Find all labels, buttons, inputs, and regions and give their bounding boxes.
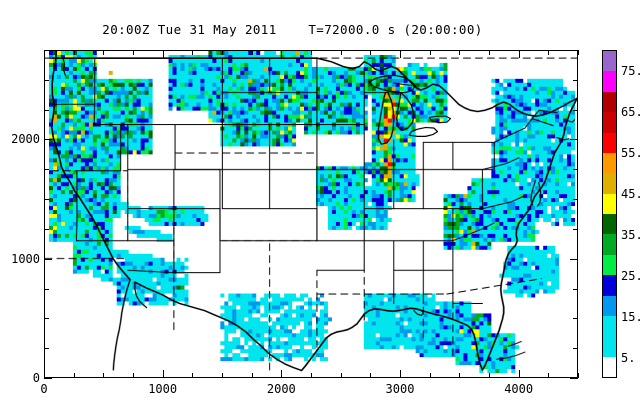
y-tick [44, 139, 52, 140]
colorbar-tick-label: 45. [621, 186, 640, 201]
x-tick-top [74, 50, 75, 55]
x-tick [430, 373, 431, 378]
x-tick [133, 373, 134, 378]
x-tick-top [400, 50, 401, 58]
x-tick [192, 373, 193, 378]
x-tick-top [311, 50, 312, 55]
colorbar-band [603, 214, 616, 235]
colorbar-band [603, 315, 616, 357]
x-tick [44, 370, 45, 378]
y-tick-right [573, 229, 578, 230]
colorbar-band [603, 51, 616, 72]
colorbar-tick-label: 25. [621, 268, 640, 283]
x-axis-tick-label: 2000 [266, 382, 296, 396]
x-tick [489, 373, 490, 378]
colorbar-tick-label: 55. [621, 145, 640, 160]
y-tick [44, 289, 49, 290]
x-tick [163, 370, 164, 378]
colorbar-band [603, 193, 616, 214]
colorbar-band [603, 275, 616, 296]
x-tick-top [133, 50, 134, 55]
colorbar-band [603, 254, 616, 276]
x-axis-tick-label: 0 [40, 382, 48, 396]
y-tick [44, 348, 49, 349]
y-tick [44, 50, 49, 51]
x-tick [578, 373, 579, 378]
x-tick [341, 373, 342, 378]
y-tick-right [573, 348, 578, 349]
y-tick [44, 229, 49, 230]
x-tick-top [578, 50, 579, 55]
y-tick [44, 378, 52, 379]
page-title: 20:00Z Tue 31 May 2011 T=72000.0 s (20:0… [102, 22, 483, 37]
x-axis-tick-label: 4000 [504, 382, 534, 396]
x-tick [400, 370, 401, 378]
y-tick [44, 169, 49, 170]
radar-reflectivity-canvas [45, 51, 577, 377]
colorbar [602, 50, 617, 378]
y-tick [44, 110, 49, 111]
x-tick-top [103, 50, 104, 55]
colorbar-tick-label: 15. [621, 309, 640, 324]
x-tick-top [430, 50, 431, 55]
y-tick-right [573, 318, 578, 319]
x-tick [459, 373, 460, 378]
y-tick-right [573, 169, 578, 170]
y-tick-right [573, 289, 578, 290]
y-tick-right [570, 378, 578, 379]
x-tick-top [163, 50, 164, 58]
colorbar-tick-label: 35. [621, 227, 640, 242]
x-tick [74, 373, 75, 378]
x-tick [548, 373, 549, 378]
x-axis-tick-label: 3000 [385, 382, 415, 396]
y-axis-tick-label: 0 [32, 371, 40, 385]
colorbar-band [603, 234, 616, 255]
x-tick [222, 373, 223, 378]
y-tick-right [573, 80, 578, 81]
x-tick-top [281, 50, 282, 58]
x-tick-top [459, 50, 460, 55]
x-tick [370, 373, 371, 378]
y-tick-right [573, 50, 578, 51]
x-tick-top [519, 50, 520, 58]
colorbar-band [603, 132, 616, 153]
y-axis-tick-label: 1000 [11, 251, 40, 266]
x-tick-top [548, 50, 549, 55]
y-tick [44, 318, 49, 319]
x-tick-top [252, 50, 253, 55]
y-tick [44, 80, 49, 81]
x-axis-tick-label: 1000 [148, 382, 178, 396]
x-tick-top [222, 50, 223, 55]
x-tick-top [192, 50, 193, 55]
y-tick-right [573, 199, 578, 200]
x-tick [103, 373, 104, 378]
y-tick-right [570, 139, 578, 140]
colorbar-tick-label: 5. [621, 350, 636, 365]
x-tick-top [370, 50, 371, 55]
y-tick-right [573, 110, 578, 111]
x-tick-top [489, 50, 490, 55]
colorbar-band [603, 112, 616, 133]
colorbar-band [603, 173, 616, 194]
colorbar-band [603, 71, 616, 92]
colorbar-tick-label: 65. [621, 104, 640, 119]
y-axis-tick-label: 2000 [11, 132, 40, 147]
y-tick-right [570, 259, 578, 260]
colorbar-band [603, 295, 616, 316]
x-tick [252, 373, 253, 378]
x-tick [311, 373, 312, 378]
x-tick [519, 370, 520, 378]
y-tick [44, 259, 52, 260]
colorbar-tick-label: 75. [621, 63, 640, 78]
colorbar-band [603, 91, 616, 113]
plot-area [44, 50, 578, 378]
x-tick-top [341, 50, 342, 55]
y-tick [44, 199, 49, 200]
x-tick [281, 370, 282, 378]
x-tick-top [44, 50, 45, 58]
colorbar-band [603, 152, 616, 174]
